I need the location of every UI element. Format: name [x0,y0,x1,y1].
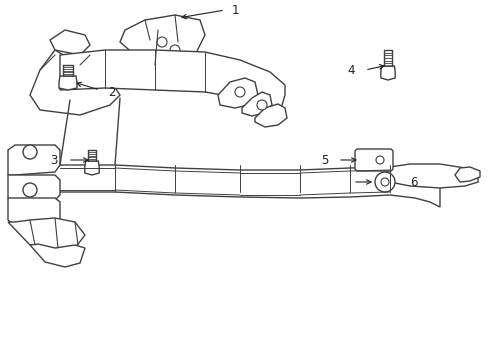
Polygon shape [242,92,271,116]
Polygon shape [454,167,479,182]
Circle shape [257,100,266,110]
FancyBboxPatch shape [354,149,392,171]
Text: 2: 2 [108,86,115,99]
Polygon shape [254,104,286,127]
Circle shape [157,37,167,47]
Polygon shape [8,198,60,228]
Circle shape [375,156,383,164]
Polygon shape [30,244,85,267]
Circle shape [23,145,37,159]
Polygon shape [30,50,120,115]
Circle shape [374,172,394,192]
Text: 6: 6 [409,176,417,189]
Polygon shape [8,218,85,252]
Text: 4: 4 [347,63,354,77]
Text: 3: 3 [51,153,58,166]
Text: 1: 1 [231,4,239,17]
Circle shape [23,183,37,197]
Polygon shape [120,15,204,65]
Polygon shape [8,175,60,202]
Polygon shape [59,76,77,90]
Polygon shape [380,66,394,80]
Text: 5: 5 [320,153,327,166]
Polygon shape [15,165,439,207]
Polygon shape [60,50,285,112]
Polygon shape [84,161,99,175]
Polygon shape [8,145,60,175]
Polygon shape [50,30,90,55]
Polygon shape [384,164,477,188]
Circle shape [380,178,388,186]
Polygon shape [218,78,258,108]
Circle shape [235,87,244,97]
Circle shape [170,45,180,55]
